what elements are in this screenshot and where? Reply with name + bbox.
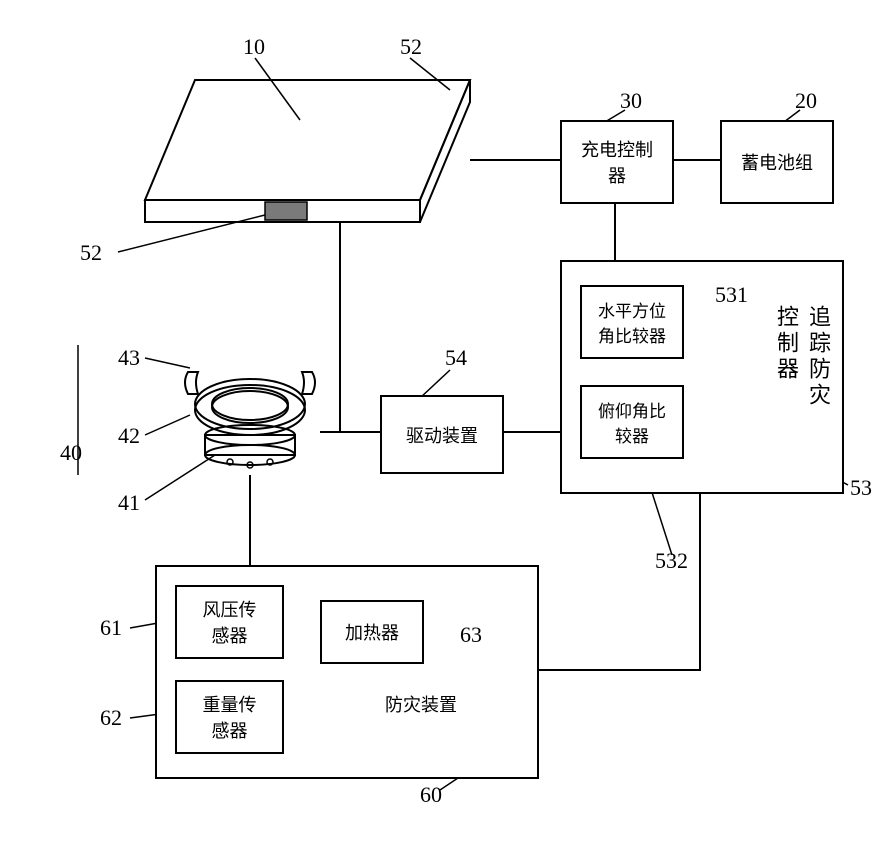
wind-sensor-label: 风压传 感器 [203, 596, 257, 648]
heater-box: 加热器 [320, 600, 424, 664]
charge-controller-box: 充电控制 器 [560, 120, 674, 204]
pitch-comparator-label: 俯仰角比 较器 [598, 397, 666, 447]
label-52-left: 52 [80, 240, 102, 266]
label-63: 63 [460, 622, 482, 648]
label-43: 43 [118, 345, 140, 371]
track-controller-label: 追踪防灾 控制器 [770, 305, 834, 409]
drive-label: 驱动装置 [406, 422, 478, 448]
battery-label: 蓄电池组 [741, 149, 813, 175]
label-54: 54 [445, 345, 467, 371]
label-41: 41 [118, 490, 140, 516]
label-62: 62 [100, 705, 122, 731]
heater-label: 加热器 [345, 619, 399, 645]
label-532: 532 [655, 548, 688, 574]
hazard-device-label: 防灾装置 [385, 691, 457, 717]
label-40: 40 [60, 440, 82, 466]
azimuth-comparator-box: 水平方位 角比较器 [580, 285, 684, 359]
label-531: 531 [715, 282, 748, 308]
wind-sensor-box: 风压传 感器 [175, 585, 284, 659]
pitch-comparator-box: 俯仰角比 较器 [580, 385, 684, 459]
label-61: 61 [100, 615, 122, 641]
label-60: 60 [420, 782, 442, 808]
label-52-top: 52 [400, 34, 422, 60]
charge-controller-label: 充电控制 器 [581, 136, 653, 188]
azimuth-comparator-label: 水平方位 角比较器 [598, 297, 666, 347]
label-53: 53 [850, 475, 872, 501]
weight-sensor-box: 重量传 感器 [175, 680, 284, 754]
drive-box: 驱动装置 [380, 395, 504, 474]
label-42: 42 [118, 423, 140, 449]
label-10: 10 [243, 34, 265, 60]
label-20: 20 [795, 88, 817, 114]
label-30: 30 [620, 88, 642, 114]
weight-sensor-label: 重量传 感器 [203, 691, 257, 743]
battery-box: 蓄电池组 [720, 120, 834, 204]
